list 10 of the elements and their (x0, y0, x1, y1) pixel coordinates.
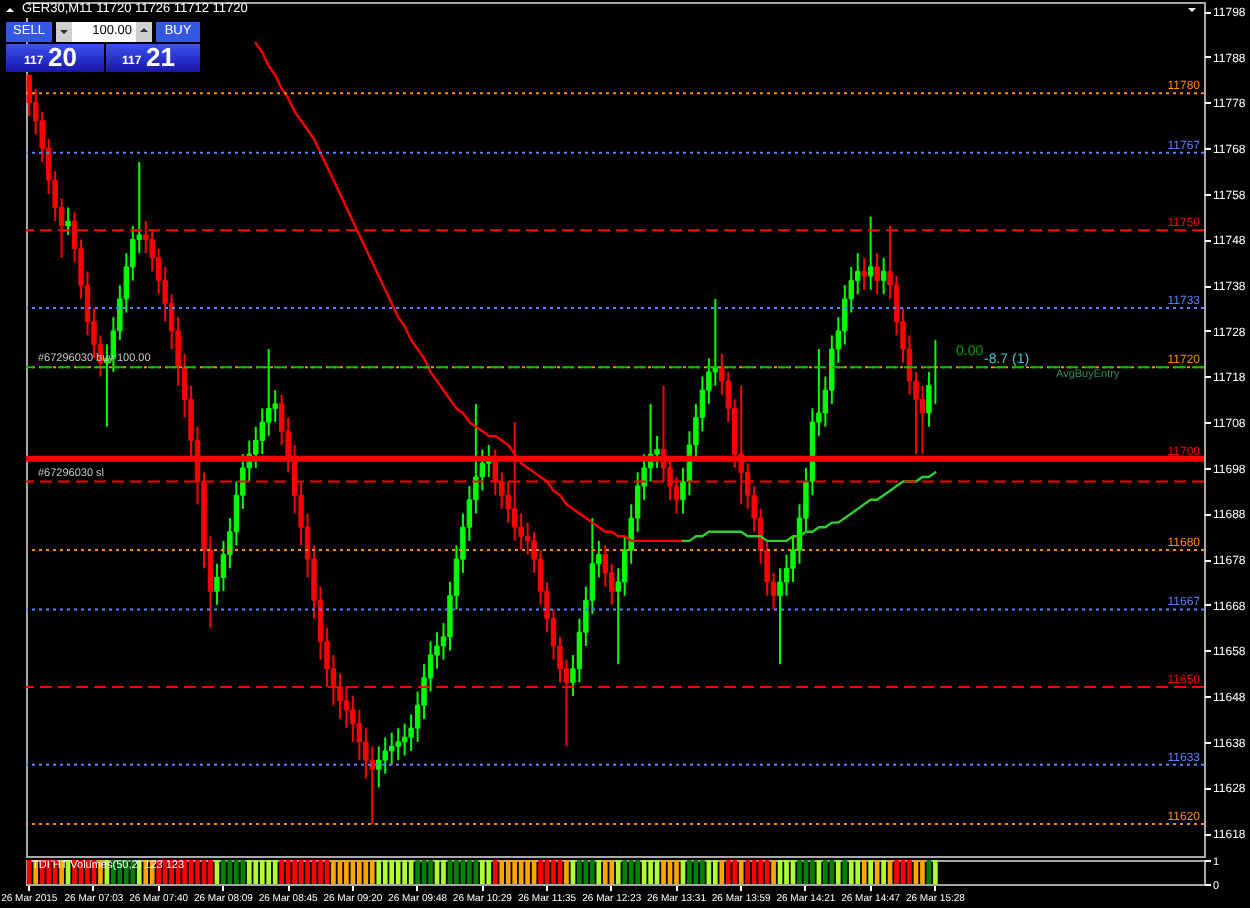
candlestick (65, 206, 71, 236)
candlestick (395, 727, 401, 762)
candlestick (874, 252, 880, 296)
candlestick (880, 256, 887, 296)
candlestick (376, 745, 382, 789)
annotation: 20 (48, 42, 77, 72)
annotation: 21 (146, 42, 175, 72)
candlestick (867, 215, 874, 291)
candlestick (389, 731, 395, 766)
candlestick (861, 256, 867, 291)
